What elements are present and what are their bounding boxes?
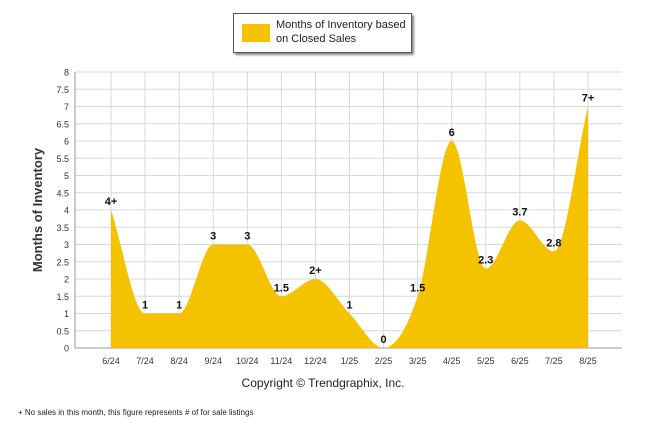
data-label: 2.3 <box>478 255 493 267</box>
data-label: 3.7 <box>512 206 527 218</box>
footnote-text: + No sales in this month, this figure re… <box>18 408 254 417</box>
y-tick-label: 0.5 <box>56 326 69 336</box>
x-tick-label: 9/24 <box>204 356 222 366</box>
data-label: 4+ <box>105 196 118 208</box>
x-tick-label: 6/24 <box>102 356 120 366</box>
data-label: 0 <box>380 334 386 346</box>
series-area <box>111 106 588 348</box>
x-tick-label: 10/24 <box>236 356 259 366</box>
data-label: 1 <box>176 300 182 312</box>
y-tick-label: 0 <box>64 344 69 354</box>
x-tick-label: 1/25 <box>341 356 359 366</box>
y-tick-label: 2 <box>64 275 69 285</box>
data-label: 7+ <box>582 93 595 105</box>
y-tick-label: 3.5 <box>56 223 69 233</box>
y-tick-label: 8 <box>64 68 69 78</box>
data-label: 2.8 <box>546 237 561 249</box>
y-tick-label: 7 <box>64 102 69 112</box>
x-tick-label: 6/25 <box>511 356 529 366</box>
y-axis-title: Months of Inventory <box>30 147 45 272</box>
x-tick-label: 8/25 <box>579 356 597 366</box>
y-tick-label: 4 <box>64 206 69 216</box>
y-tick-label: 5 <box>64 171 69 181</box>
data-label: 3 <box>244 231 250 243</box>
data-label: 1 <box>346 300 352 312</box>
y-tick-label: 4.5 <box>56 188 69 198</box>
x-tick-label: 3/25 <box>409 356 427 366</box>
data-label: 1.5 <box>410 282 425 294</box>
x-tick-label: 12/24 <box>304 356 327 366</box>
data-label: 1.5 <box>274 282 289 294</box>
y-tick-label: 2.5 <box>56 257 69 267</box>
x-tick-label: 2/25 <box>375 356 393 366</box>
legend-label: Months of Inventory based on Closed Sale… <box>276 19 406 45</box>
x-tick-label: 8/24 <box>170 356 188 366</box>
x-tick-label: 5/25 <box>477 356 495 366</box>
y-tick-label: 1.5 <box>56 292 69 302</box>
x-tick-label: 7/25 <box>545 356 563 366</box>
y-tick-label: 7.5 <box>56 85 69 95</box>
y-tick-label: 6 <box>64 137 69 147</box>
y-tick-label: 5.5 <box>56 154 69 164</box>
x-tick-label: 7/24 <box>136 356 154 366</box>
legend-swatch <box>242 24 270 42</box>
data-label: 1 <box>142 300 148 312</box>
copyright-text: Copyright © Trendgraphix, Inc. <box>241 376 405 390</box>
chart-legend: Months of Inventory based on Closed Sale… <box>233 13 412 53</box>
y-tick-label: 1 <box>64 309 69 319</box>
x-tick-label: 11/24 <box>270 356 292 366</box>
data-label: 2+ <box>309 265 322 277</box>
data-label: 6 <box>449 127 455 139</box>
y-tick-label: 6.5 <box>56 119 69 129</box>
data-label: 3 <box>210 231 216 243</box>
x-tick-label: 4/25 <box>443 356 461 366</box>
y-tick-label: 3 <box>64 240 69 250</box>
